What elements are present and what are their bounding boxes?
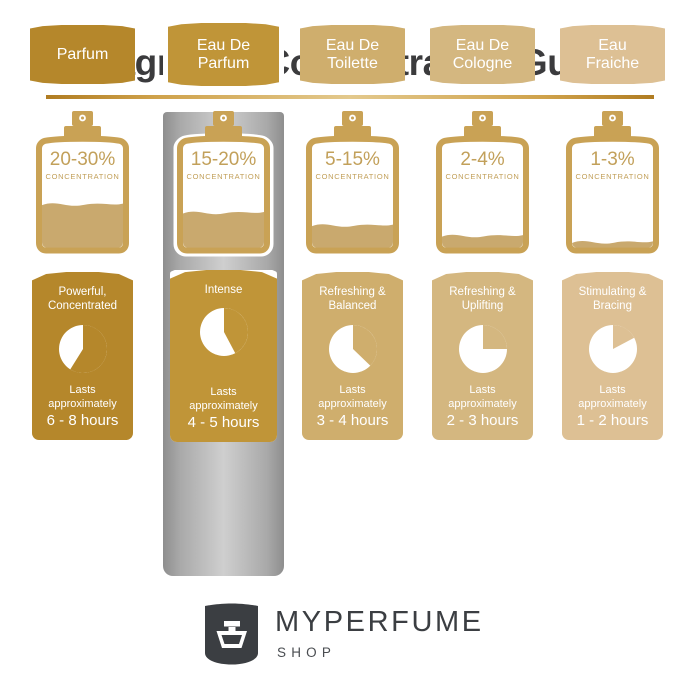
brand-logo-icon — [203, 603, 260, 665]
card-lasts-label-parfum: Lasts approximately — [48, 383, 117, 410]
bottle-concentration-label-eau-de-parfum: CONCENTRATION — [186, 171, 261, 181]
duration-card-parfum[interactable]: Powerful, Concentrated Lasts approximatel… — [32, 272, 133, 440]
brand-name: MYPERFUME — [275, 606, 484, 638]
footer: MYPERFUME SHOP — [0, 600, 700, 670]
card-description-eau-de-toilette: Refreshing & Balanced — [319, 286, 386, 313]
title-divider — [46, 95, 654, 99]
header-banner-eau-de-parfum[interactable]: Eau De Parfum — [163, 18, 284, 91]
header-banner-shape — [168, 23, 279, 86]
header-banner-label: Eau De Cologne — [452, 36, 513, 72]
brand-logo-text: MYPERFUME SHOP — [275, 608, 484, 660]
duration-pie-chart-eau-de-cologne — [456, 322, 510, 381]
bottle-percent-eau-de-parfum: 15-20% — [190, 149, 257, 170]
card-description-eau-de-parfum: Intense — [204, 284, 243, 296]
card-duration-eau-de-cologne: 2 - 3 hours — [446, 412, 519, 429]
column-eau-de-parfum: Eau De Parfum 15-20% CONCENTRATION Intense L… — [163, 0, 284, 700]
duration-pie-chart-eau-de-toilette — [326, 322, 380, 381]
bottle-concentration-label-eau-fraiche: CONCENTRATION — [575, 171, 650, 181]
duration-card-eau-de-toilette[interactable]: Refreshing & Balanced Lasts approximately… — [302, 272, 403, 440]
duration-card-eau-fraiche[interactable]: Stimulating & Bracing Lasts approximately… — [562, 272, 663, 440]
card-duration-eau-de-parfum: 4 - 5 hours — [187, 414, 260, 431]
card-duration-parfum: 6 - 8 hours — [46, 412, 119, 429]
card-duration-eau-fraiche: 1 - 2 hours — [576, 412, 649, 429]
bottle-eau-de-toilette: 5-15% CONCENTRATION — [298, 108, 407, 254]
header-banner-label: Eau Fraiche — [585, 36, 640, 72]
column-eau-fraiche: Eau Fraiche 1-3% CONCENTRATION Stimulating … — [552, 0, 673, 700]
bottle-percent-eau-de-cologne: 2-4% — [460, 149, 505, 170]
card-lasts-label-eau-de-parfum: Lasts approximately — [189, 385, 258, 412]
card-duration-eau-de-toilette: 3 - 4 hours — [316, 412, 389, 429]
bottle-percent-eau-de-toilette: 5-15% — [325, 149, 380, 170]
column-eau-de-toilette: Eau De Toilette 5-15% CONCENTRATION Refresh… — [292, 0, 413, 700]
header-banner-label: Eau De Toilette — [325, 36, 380, 72]
header-banner-shape — [560, 25, 665, 84]
bottle-parfum: 20-30% CONCENTRATION — [28, 108, 137, 254]
duration-card-eau-de-cologne[interactable]: Refreshing & Uplifting Lasts approximatel… — [432, 272, 533, 440]
bottle-eau-de-parfum: 15-20% CONCENTRATION — [169, 108, 278, 257]
duration-pie-chart-parfum — [56, 322, 110, 381]
bottle-concentration-label-parfum: CONCENTRATION — [45, 171, 120, 181]
header-banner-eau-fraiche[interactable]: Eau Fraiche — [560, 25, 665, 84]
duration-pie-chart-eau-fraiche — [586, 322, 640, 381]
duration-card-eau-de-parfum[interactable]: Intense Lasts approximately 4 - 5 hours — [170, 270, 277, 442]
card-description-eau-fraiche: Stimulating & Bracing — [578, 286, 647, 313]
card-lasts-label-eau-de-cologne: Lasts approximately — [448, 383, 517, 410]
header-banner-shape — [300, 25, 405, 84]
column-eau-de-cologne: Eau De Cologne 2-4% CONCENTRATION Refreshin… — [422, 0, 543, 700]
card-description-parfum: Powerful, Concentrated — [47, 286, 118, 313]
column-parfum: Parfum 20-30% CONCENTRATION Powerful, Conce… — [22, 0, 143, 700]
bottle-concentration-label-eau-de-cologne: CONCENTRATION — [445, 171, 520, 181]
header-banner-shape — [430, 25, 535, 84]
header-banner-label: Eau De Parfum — [196, 36, 251, 72]
bottle-eau-de-cologne: 2-4% CONCENTRATION — [428, 108, 537, 254]
bottle-eau-fraiche: 1-3% CONCENTRATION — [558, 108, 667, 254]
duration-pie-chart-eau-de-parfum — [197, 305, 251, 364]
bottle-percent-parfum: 20-30% — [49, 149, 116, 170]
card-description-eau-de-cologne: Refreshing & Uplifting — [449, 286, 516, 313]
header-banner-eau-de-cologne[interactable]: Eau De Cologne — [430, 25, 535, 84]
header-banner-eau-de-toilette[interactable]: Eau De Toilette — [300, 25, 405, 84]
card-lasts-label-eau-fraiche: Lasts approximately — [578, 383, 647, 410]
header-banner-shape — [30, 25, 135, 84]
bottle-percent-eau-fraiche: 1-3% — [590, 149, 635, 170]
brand-subtitle: SHOP — [277, 645, 337, 660]
header-banner-parfum[interactable]: Parfum — [30, 25, 135, 84]
card-lasts-label-eau-de-toilette: Lasts approximately — [318, 383, 387, 410]
bottle-concentration-label-eau-de-toilette: CONCENTRATION — [315, 171, 390, 181]
header-banner-label: Parfum — [56, 45, 109, 63]
